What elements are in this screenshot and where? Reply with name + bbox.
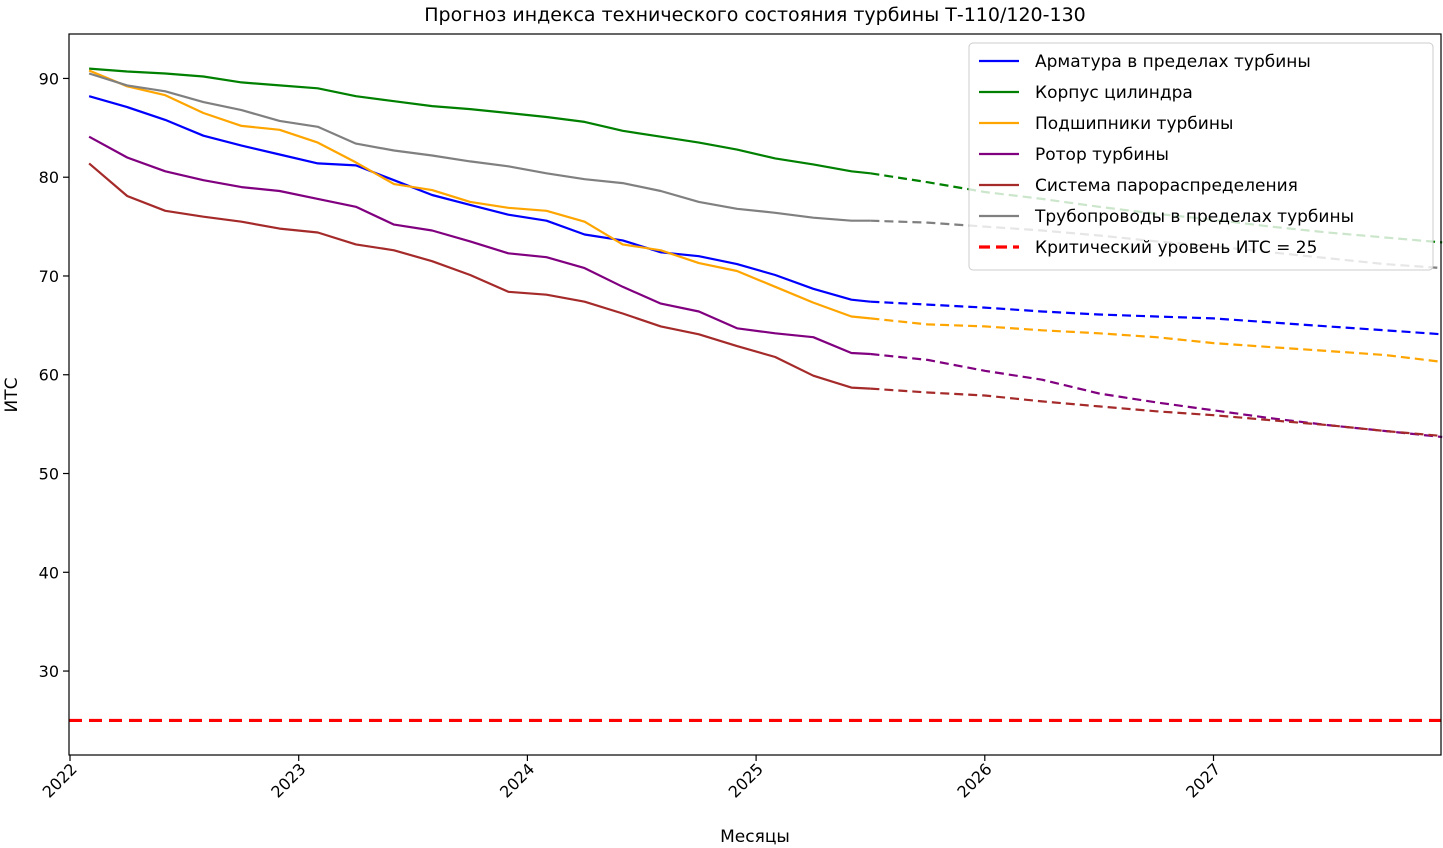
x-axis-title: Месяцы [720, 827, 790, 847]
x-tick-label: 2027 [1182, 759, 1224, 801]
plot-frame [68, 33, 1442, 756]
y-tick-label: 30 [39, 662, 59, 681]
plot-lines [69, 67, 1443, 723]
x-tick-label: 2024 [496, 759, 538, 801]
series-forecast-line-5 [870, 387, 1443, 438]
y-tick-label: 90 [39, 69, 59, 88]
x-tick-label: 2025 [725, 759, 767, 801]
series-line-5 [88, 162, 871, 390]
legend-label-7: Критический уровень ИТС = 25 [1035, 238, 1317, 258]
y-tick-label: 50 [39, 465, 59, 484]
series-line-2 [89, 67, 871, 175]
series-line-3 [88, 69, 871, 320]
y-axis-title: ИТС [2, 378, 22, 413]
chart-title: Прогноз индекса технического состояния т… [424, 4, 1086, 26]
series-line-6 [88, 72, 871, 222]
legend-label-2: Корпус цилиндра [1035, 83, 1193, 103]
series-line-1 [88, 95, 871, 303]
series-forecast-line-1 [870, 300, 1443, 336]
x-tick-label: 2023 [267, 759, 309, 801]
series-line-4 [88, 135, 871, 356]
legend: Арматура в пределах турбины Корпус цилинд… [968, 42, 1434, 271]
series-forecast-line-3 [870, 317, 1443, 363]
y-tick-label: 80 [39, 168, 59, 187]
y-tick-label: 40 [39, 563, 59, 582]
y-axis: 30 40 50 60 70 80 90 [39, 69, 69, 681]
x-axis: 2022 2023 2024 2025 2026 2027 [39, 755, 1224, 802]
legend-label-3: Подшипники турбины [1035, 114, 1233, 134]
legend-box [968, 42, 1434, 271]
y-tick-label: 70 [39, 267, 59, 286]
legend-label-5: Система парораспределения [1035, 176, 1298, 196]
legend-label-1: Арматура в пределах турбины [1035, 52, 1311, 72]
legend-label-4: Ротор турбины [1035, 145, 1169, 165]
x-tick-label: 2026 [953, 759, 995, 801]
x-tick-label: 2022 [39, 759, 81, 801]
series-forecast-line-4 [870, 352, 1443, 439]
legend-label-6: Трубопроводы в пределах турбины [1034, 207, 1354, 227]
y-tick-label: 60 [39, 366, 59, 385]
